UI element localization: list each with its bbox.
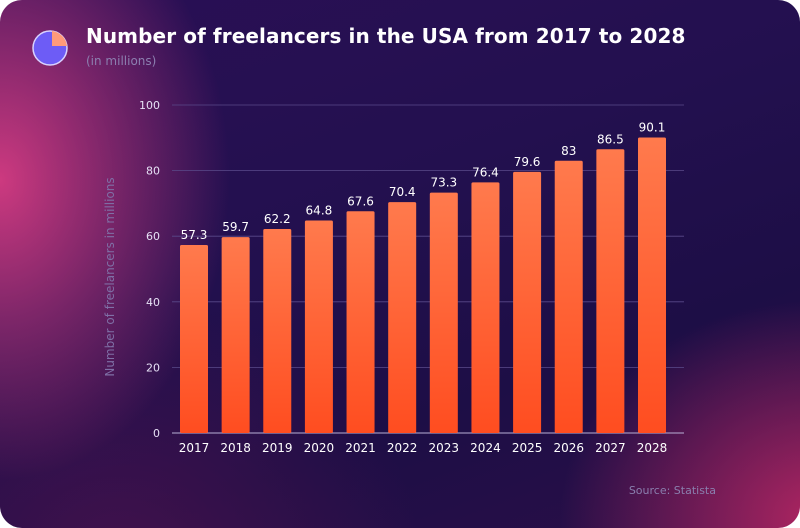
data-label: 86.5 [597,132,624,146]
source-note: Source: Statista [628,484,716,497]
bar [221,237,250,433]
bar [429,192,458,433]
x-tick-label: 2019 [262,441,293,455]
bar [346,211,375,433]
x-tick-label: 2020 [304,441,335,455]
x-tick-label: 2025 [512,441,543,455]
data-label: 59.7 [222,220,249,234]
x-tick-label: 2023 [429,441,460,455]
x-tick-label: 2028 [637,441,668,455]
data-label: 79.6 [514,155,541,169]
x-tick-label: 2022 [387,441,418,455]
y-tick-label: 20 [146,361,160,374]
data-label: 62.2 [264,212,291,226]
y-tick-label: 0 [153,427,160,440]
bar [596,149,625,433]
chart-subtitle: (in millions) [86,54,157,68]
y-axis-label: Number of freelancers in millions [103,177,117,376]
bar [471,182,500,433]
data-label: 90.1 [639,120,666,134]
y-tick-label: 40 [146,296,160,309]
bar [638,137,666,434]
data-label: 67.6 [347,194,374,208]
bar [304,220,333,433]
y-tick-label: 80 [146,165,160,178]
x-tick-label: 2018 [220,441,251,455]
x-tick-label: 2027 [595,441,626,455]
data-label: 57.3 [181,228,208,242]
pie-chart-icon [32,30,68,66]
data-label: 64.8 [306,203,333,217]
y-tick-label: 60 [146,230,160,243]
bar [513,171,542,434]
bar [554,160,583,433]
x-tick-label: 2026 [553,441,584,455]
x-tick-label: 2024 [470,441,501,455]
data-label: 76.4 [472,165,499,179]
y-tick-label: 100 [139,99,160,112]
chart-title: Number of freelancers in the USA from 20… [86,24,686,48]
data-label: 83 [561,144,576,158]
data-label: 70.4 [389,185,416,199]
bar [263,228,292,433]
bar [388,202,417,433]
x-tick-label: 2017 [179,441,210,455]
data-label: 73.3 [430,176,457,190]
bar [180,245,208,433]
x-tick-label: 2021 [345,441,376,455]
